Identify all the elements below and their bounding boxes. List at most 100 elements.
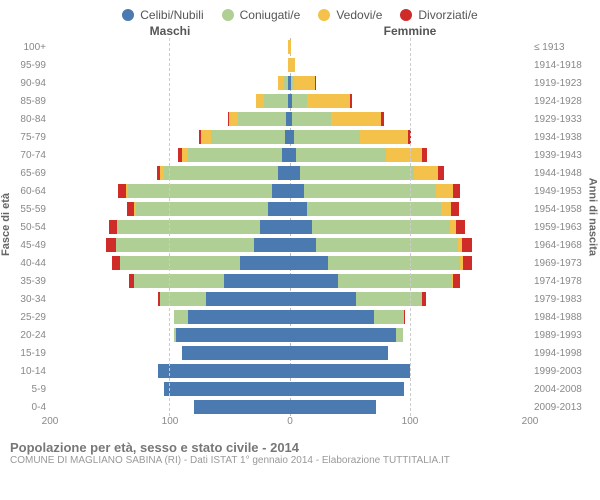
legend-label: Celibi/Nubili (140, 8, 203, 22)
bar-row (50, 308, 290, 326)
grid-line (410, 38, 411, 416)
age-tick: 30-34 (0, 290, 46, 308)
bar-row (50, 164, 290, 182)
bar-segment (453, 184, 460, 198)
gender-headers: Maschi Femmine (0, 24, 600, 38)
birth-tick: ≤ 1913 (534, 38, 600, 56)
stacked-bar (278, 76, 290, 90)
bar-segment (201, 130, 211, 144)
bar-segment (106, 238, 116, 252)
bar-segment (290, 310, 374, 324)
bar-segment (282, 148, 290, 162)
bar-segment (463, 256, 473, 270)
bar-segment (307, 94, 350, 108)
age-tick: 85-89 (0, 92, 46, 110)
bar-segment (316, 238, 458, 252)
bar-row (50, 272, 290, 290)
stacked-bar (256, 94, 290, 108)
birth-tick: 1914-1918 (534, 56, 600, 74)
stacked-bar (129, 274, 290, 288)
grid-line (169, 38, 170, 416)
bar-row (50, 92, 290, 110)
age-tick: 35-39 (0, 272, 46, 290)
bar-row (50, 146, 290, 164)
stacked-bar (290, 364, 410, 378)
bar-segment (328, 256, 460, 270)
bar-segment (292, 112, 330, 126)
male-half (50, 38, 290, 416)
bar-segment (109, 220, 117, 234)
bar-segment (158, 364, 290, 378)
age-tick: 0-4 (0, 398, 46, 416)
bar-segment (112, 256, 119, 270)
bar-segment (160, 292, 206, 306)
bar-segment (294, 76, 316, 90)
bar-segment (290, 364, 410, 378)
bar-segment (350, 94, 352, 108)
bar-segment (164, 166, 278, 180)
bar-row (50, 218, 290, 236)
bar-segment (331, 112, 381, 126)
bar-row (50, 182, 290, 200)
bar-segment (290, 40, 291, 54)
chart-title: Popolazione per età, sesso e stato civil… (10, 440, 590, 455)
bar-segment (290, 256, 328, 270)
bar-segment (360, 130, 408, 144)
bar-row (50, 128, 290, 146)
stacked-bar (194, 400, 290, 414)
birth-tick: 1974-1978 (534, 272, 600, 290)
bar-row (50, 236, 290, 254)
stacked-bar (109, 220, 290, 234)
bar-segment (396, 328, 403, 342)
stacked-bar (290, 310, 405, 324)
bar-segment (453, 274, 460, 288)
bar-segment (182, 346, 290, 360)
stacked-bar (290, 274, 460, 288)
bar-segment (381, 112, 383, 126)
footer: Popolazione per età, sesso e stato civil… (0, 434, 600, 466)
birth-tick: 1929-1933 (534, 110, 600, 128)
bar-segment (176, 328, 290, 342)
birth-tick: 1919-1923 (534, 74, 600, 92)
bar-segment (268, 202, 290, 216)
plot-area: Fasce di età 100+95-9990-9485-8980-8475-… (0, 38, 600, 416)
bar-segment (451, 202, 459, 216)
bar-segment (211, 130, 285, 144)
bar-segment (290, 184, 304, 198)
axis-label-left: Fasce di età (0, 193, 12, 256)
birth-tick: 1939-1943 (534, 146, 600, 164)
age-tick: 80-84 (0, 110, 46, 128)
bar-segment (374, 310, 404, 324)
birth-tick: 1994-1998 (534, 344, 600, 362)
bar-row (50, 200, 290, 218)
bar-segment (292, 94, 306, 108)
bar-segment (164, 382, 290, 396)
stacked-bar (290, 346, 388, 360)
bar-row (50, 398, 290, 416)
age-tick: 90-94 (0, 74, 46, 92)
bar-segment (300, 166, 414, 180)
age-tick: 25-29 (0, 308, 46, 326)
age-tick: 5-9 (0, 380, 46, 398)
age-tick: 100+ (0, 38, 46, 56)
stacked-bar (290, 58, 295, 72)
stacked-bar (290, 202, 459, 216)
chart-subtitle: COMUNE DI MAGLIANO SABINA (RI) - Dati IS… (10, 455, 590, 466)
age-tick: 70-74 (0, 146, 46, 164)
bar-segment (290, 274, 338, 288)
legend-label: Coniugati/e (240, 8, 301, 22)
x-tick: 0 (287, 416, 293, 427)
bar-segment (174, 310, 188, 324)
bar-segment (338, 274, 452, 288)
bar-segment (422, 292, 426, 306)
age-tick: 15-19 (0, 344, 46, 362)
bar-segment (404, 310, 405, 324)
stacked-bar (106, 238, 290, 252)
bar-row (50, 74, 290, 92)
stacked-bar (290, 166, 444, 180)
bar-segment (315, 76, 316, 90)
bar-segment (296, 148, 386, 162)
stacked-bar (174, 310, 290, 324)
legend-label: Vedovi/e (336, 8, 382, 22)
birth-tick: 1934-1938 (534, 128, 600, 146)
